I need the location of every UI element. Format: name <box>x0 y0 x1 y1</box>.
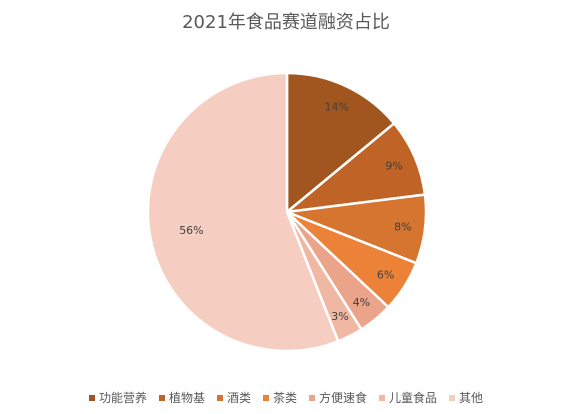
legend-item-7: 其他 <box>449 389 483 406</box>
data-label-5: 4% <box>353 296 370 309</box>
legend-label: 其他 <box>459 391 484 405</box>
legend-item-5: 方便速食 <box>309 389 367 406</box>
legend-label: 方便速食 <box>319 391 368 405</box>
legend-item-4: 茶类 <box>262 389 297 406</box>
legend-label: 酒类 <box>226 391 251 405</box>
data-label-6: 3% <box>331 310 348 323</box>
legend: 功能营养 植物基 酒类 茶类 方便速食 儿童食品 其他 <box>0 389 572 406</box>
legend-item-1: 功能营养 <box>88 389 147 406</box>
data-label-1: 14% <box>324 100 348 113</box>
legend-item-2: 植物基 <box>158 389 205 406</box>
legend-label: 儿童食品 <box>389 391 438 405</box>
pie-slice-2 <box>282 121 427 214</box>
data-label-3: 8% <box>394 221 411 234</box>
data-label-7: 56% <box>179 224 203 237</box>
legend-swatch <box>158 394 165 401</box>
data-label-4: 6% <box>377 269 394 282</box>
chart-title: 2021年食品赛道融资占比 <box>182 12 390 33</box>
pie-slice-7 <box>146 71 340 353</box>
legend-label: 茶类 <box>272 391 297 405</box>
data-label-2: 9% <box>385 160 402 173</box>
legend-swatch <box>216 394 223 401</box>
legend-swatch <box>309 394 315 401</box>
legend-swatch <box>449 394 456 401</box>
legend-swatch <box>262 394 269 401</box>
pie-slice-1 <box>285 71 396 215</box>
legend-label: 功能营养 <box>98 391 147 405</box>
legend-swatch <box>379 394 386 401</box>
legend-item-6: 儿童食品 <box>379 389 437 406</box>
legend-swatch <box>88 394 95 401</box>
legend-label: 植物基 <box>168 391 205 405</box>
legend-item-3: 酒类 <box>216 389 251 406</box>
